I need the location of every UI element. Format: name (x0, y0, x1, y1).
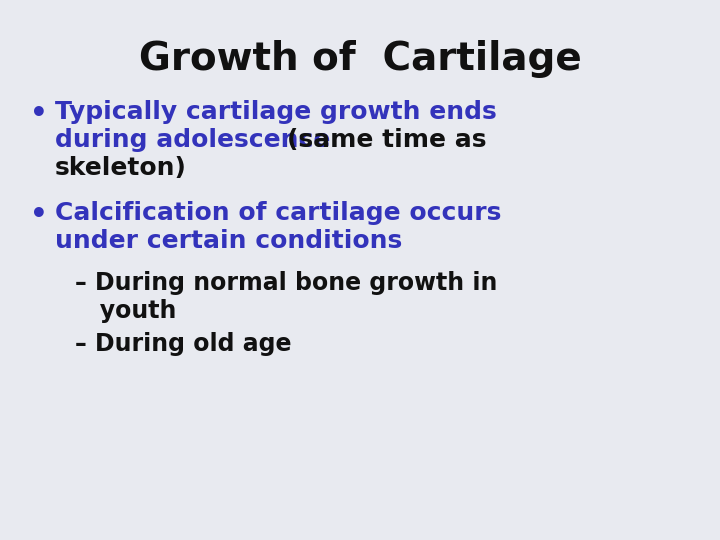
Text: under certain conditions: under certain conditions (55, 229, 402, 253)
Text: Typically cartilage growth ends: Typically cartilage growth ends (55, 100, 497, 124)
Text: youth: youth (75, 299, 176, 323)
Text: Growth of  Cartilage: Growth of Cartilage (139, 40, 581, 78)
Text: •: • (30, 100, 48, 128)
Text: – During old age: – During old age (75, 333, 292, 356)
Text: – During normal bone growth in: – During normal bone growth in (75, 271, 498, 295)
Text: during adolescence: during adolescence (55, 128, 339, 152)
Text: skeleton): skeleton) (55, 156, 187, 180)
Text: •: • (30, 201, 48, 229)
Text: Calcification of cartilage occurs: Calcification of cartilage occurs (55, 201, 501, 225)
Text: (same time as: (same time as (287, 128, 487, 152)
